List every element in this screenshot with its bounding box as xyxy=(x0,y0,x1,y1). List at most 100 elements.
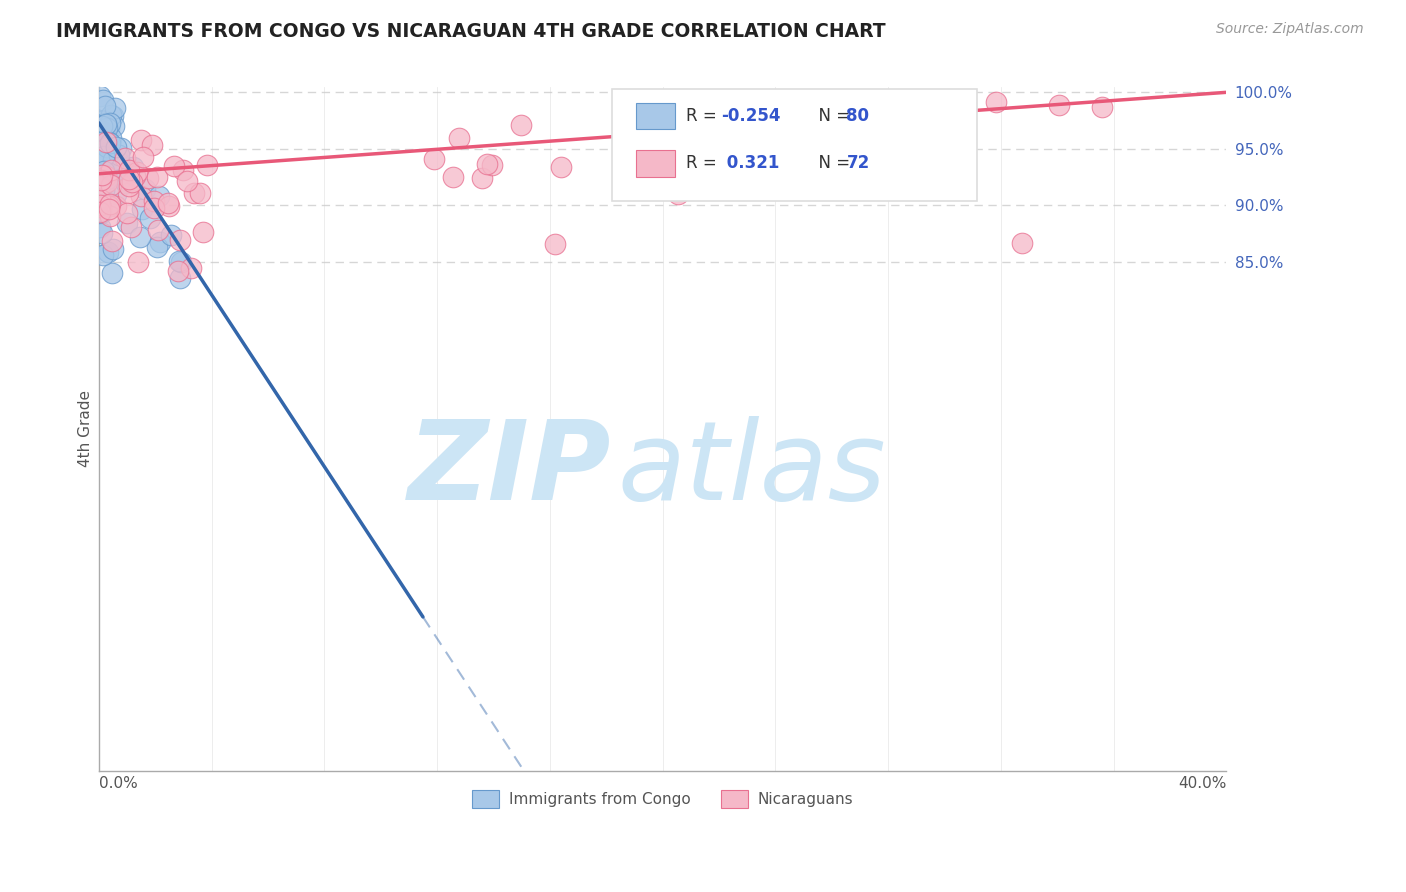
Point xyxy=(114,177,136,191)
Point xyxy=(169,233,191,247)
Point xyxy=(90,173,112,187)
Point xyxy=(98,135,121,149)
Point xyxy=(98,116,121,130)
Point xyxy=(172,162,194,177)
Point xyxy=(96,117,118,131)
Point xyxy=(728,112,751,126)
Text: 72: 72 xyxy=(846,154,870,172)
Point xyxy=(90,119,112,133)
Point xyxy=(96,155,118,169)
Point xyxy=(104,101,127,115)
Point xyxy=(96,138,118,153)
Point xyxy=(94,132,117,146)
Point xyxy=(103,109,125,123)
Point xyxy=(98,202,121,217)
Point xyxy=(131,202,153,217)
Point xyxy=(100,108,122,122)
Point xyxy=(96,151,118,165)
Point xyxy=(90,206,112,220)
Point xyxy=(94,134,117,148)
Point xyxy=(97,141,120,155)
Point xyxy=(118,175,141,189)
Point xyxy=(98,196,121,211)
Point xyxy=(90,226,112,240)
Point xyxy=(141,138,163,153)
Point xyxy=(101,153,124,167)
Point xyxy=(127,165,149,179)
Point xyxy=(89,192,111,206)
Text: R =: R = xyxy=(686,107,723,125)
Point xyxy=(169,271,191,285)
Point xyxy=(475,156,498,170)
Point xyxy=(94,122,117,136)
Point xyxy=(108,155,131,169)
Point xyxy=(778,163,800,178)
Point xyxy=(120,219,142,234)
Point xyxy=(160,227,183,242)
Point xyxy=(93,149,115,163)
Point xyxy=(136,170,159,185)
Point xyxy=(550,160,572,174)
Text: 0.0%: 0.0% xyxy=(98,776,138,791)
Point xyxy=(100,131,122,145)
Text: 40.0%: 40.0% xyxy=(1178,776,1226,791)
Point xyxy=(1047,98,1070,112)
Point xyxy=(89,178,111,192)
Point xyxy=(139,211,162,225)
Point xyxy=(103,119,125,133)
Point xyxy=(110,141,132,155)
Point xyxy=(143,201,166,215)
Point xyxy=(90,168,112,182)
Point xyxy=(117,163,139,178)
Point xyxy=(167,254,190,268)
Point xyxy=(90,135,112,149)
Point xyxy=(90,204,112,219)
Point xyxy=(94,136,117,150)
Point xyxy=(93,164,115,178)
Point xyxy=(735,118,758,132)
Point xyxy=(183,186,205,200)
Point xyxy=(157,199,180,213)
Point xyxy=(115,169,138,184)
Point xyxy=(91,133,114,147)
Point xyxy=(872,136,894,151)
Point xyxy=(93,183,115,197)
Point xyxy=(509,118,531,132)
Point xyxy=(1011,235,1033,250)
Y-axis label: 4th Grade: 4th Grade xyxy=(79,390,93,467)
Point xyxy=(868,105,890,120)
Point xyxy=(94,99,117,113)
Point xyxy=(104,140,127,154)
Point xyxy=(169,254,191,268)
Point xyxy=(471,171,494,186)
Point xyxy=(132,149,155,163)
Point xyxy=(786,109,808,123)
Point xyxy=(129,188,152,202)
Point xyxy=(772,127,794,141)
Point xyxy=(89,132,111,146)
Point xyxy=(96,139,118,153)
Point xyxy=(100,178,122,192)
Point xyxy=(98,122,121,136)
Point xyxy=(163,159,186,173)
Text: atlas: atlas xyxy=(617,417,886,524)
Text: N =: N = xyxy=(808,154,856,172)
Point xyxy=(134,182,156,196)
Point xyxy=(146,169,169,184)
Point xyxy=(89,219,111,234)
Point xyxy=(89,192,111,206)
Point xyxy=(146,240,169,254)
Point xyxy=(124,169,146,184)
Point xyxy=(441,170,464,185)
Point xyxy=(121,175,143,189)
Point xyxy=(89,200,111,214)
Point xyxy=(118,178,141,193)
Text: ZIP: ZIP xyxy=(408,417,612,524)
Point xyxy=(96,172,118,186)
Point xyxy=(180,261,202,276)
Text: -0.254: -0.254 xyxy=(721,107,780,125)
Point xyxy=(118,171,141,186)
Point xyxy=(129,230,152,244)
Point xyxy=(103,153,125,168)
Point xyxy=(94,130,117,145)
